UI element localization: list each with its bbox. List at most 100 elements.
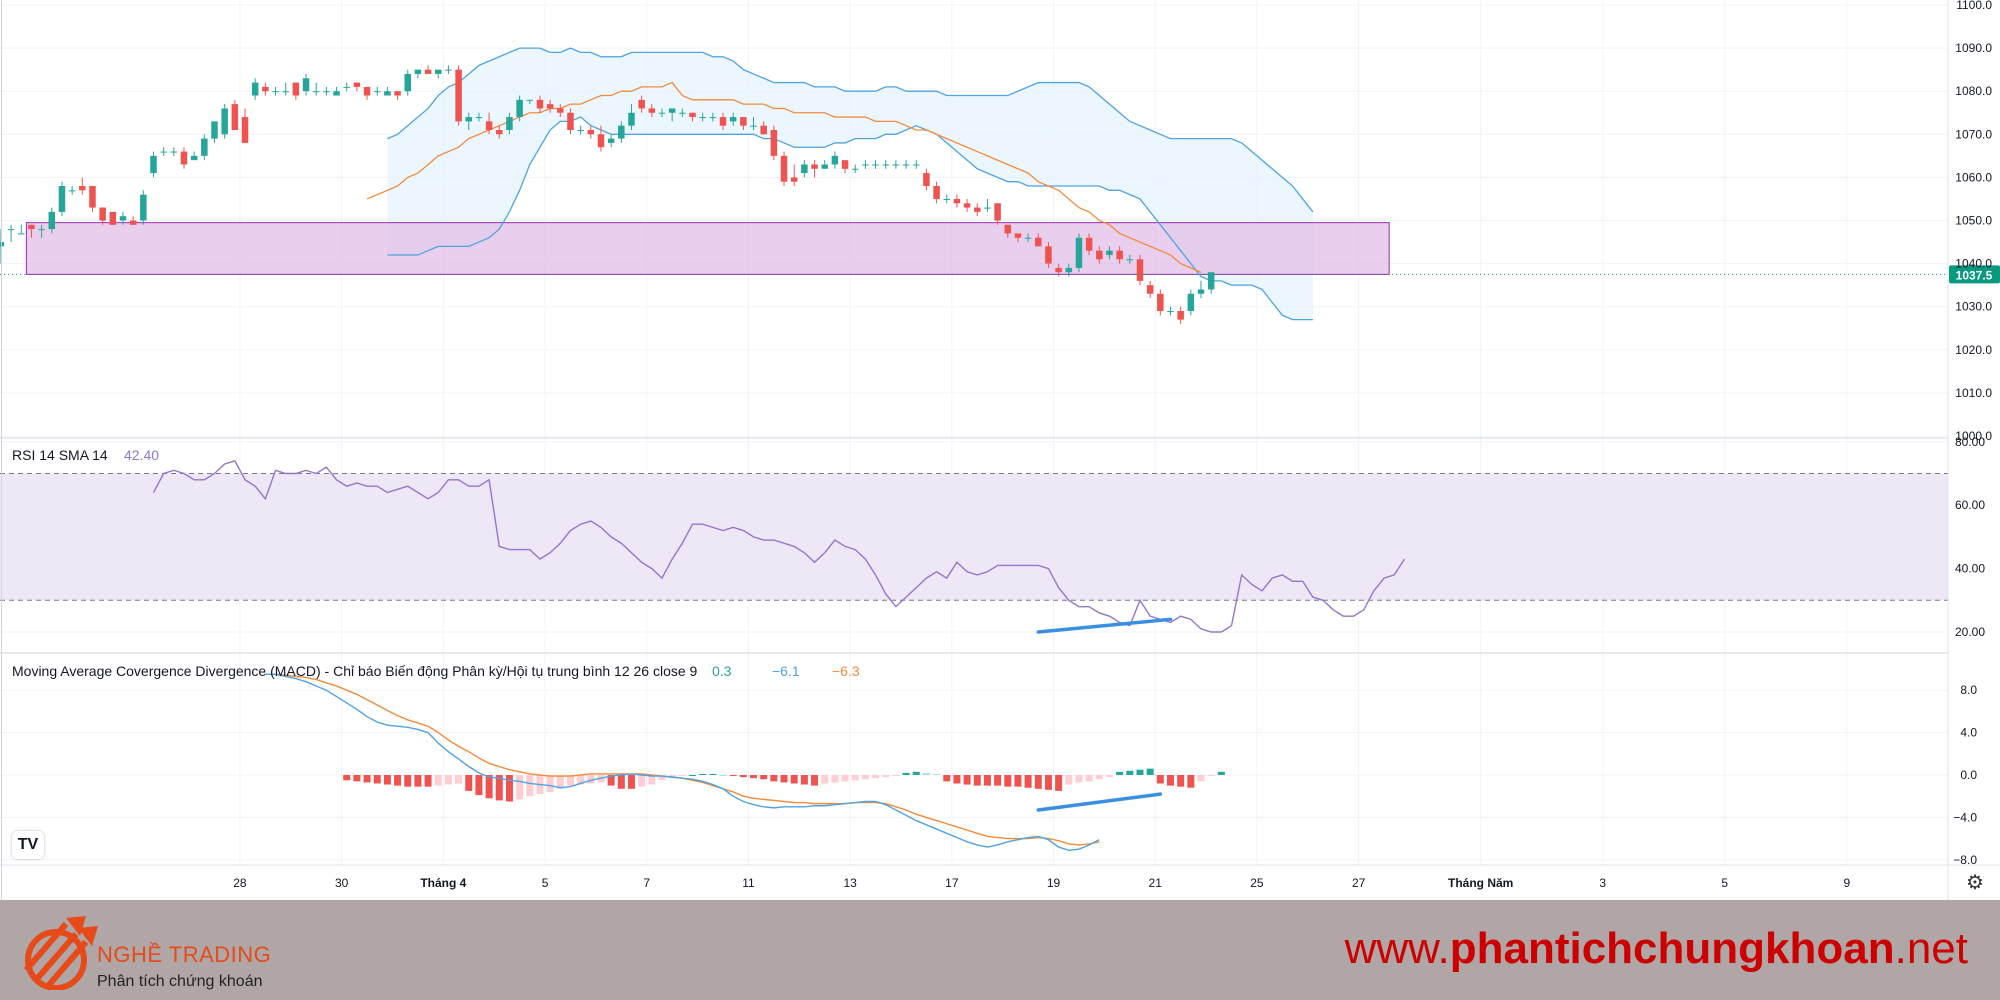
candle[interactable] — [1014, 233, 1022, 238]
candle[interactable] — [882, 164, 889, 166]
candle[interactable] — [18, 233, 25, 235]
candle[interactable] — [445, 69, 452, 71]
macd-histogram-bar[interactable] — [556, 775, 564, 789]
macd-histogram-bar[interactable] — [424, 775, 432, 787]
candle[interactable] — [160, 151, 167, 153]
candle[interactable] — [1035, 237, 1042, 247]
candle[interactable] — [1126, 259, 1134, 261]
candle[interactable] — [699, 117, 706, 119]
candle[interactable] — [923, 173, 930, 187]
candle[interactable] — [1157, 293, 1164, 312]
candle[interactable] — [1167, 311, 1174, 313]
candle[interactable] — [465, 117, 473, 122]
macd-pane[interactable] — [265, 673, 1225, 851]
candle[interactable] — [628, 112, 635, 126]
macd-histogram-bar[interactable] — [1085, 775, 1093, 782]
macd-histogram-bar[interactable] — [1146, 768, 1154, 775]
macd-histogram-bar[interactable] — [770, 775, 778, 782]
candle[interactable] — [811, 164, 818, 169]
candle[interactable] — [1197, 289, 1205, 294]
candle[interactable] — [38, 229, 45, 231]
candle[interactable] — [140, 194, 147, 221]
candle[interactable] — [709, 117, 717, 119]
candle[interactable] — [343, 86, 350, 88]
candle[interactable] — [801, 164, 808, 174]
macd-histogram-bar[interactable] — [617, 775, 625, 789]
candle[interactable] — [668, 108, 676, 113]
candle[interactable] — [99, 207, 106, 221]
candle[interactable] — [963, 203, 971, 208]
candle[interactable] — [1207, 272, 1215, 290]
candle[interactable] — [933, 186, 940, 199]
candle[interactable] — [587, 129, 595, 135]
candle[interactable] — [282, 91, 289, 93]
candle[interactable] — [750, 125, 757, 127]
macd-histogram-bar[interactable] — [658, 775, 666, 781]
candle[interactable] — [1045, 246, 1052, 264]
candle[interactable] — [79, 186, 86, 191]
macd-histogram-bar[interactable] — [994, 775, 1002, 786]
macd-histogram-bar[interactable] — [902, 772, 910, 775]
macd-histogram-bar[interactable] — [1095, 775, 1103, 780]
macd-histogram-bar[interactable] — [892, 775, 900, 777]
candle[interactable] — [516, 99, 523, 118]
candle[interactable] — [373, 91, 381, 93]
macd-histogram-bar[interactable] — [1136, 769, 1144, 775]
candle[interactable] — [150, 155, 157, 174]
macd-histogram-bar[interactable] — [1044, 775, 1052, 790]
trading-chart[interactable]: 1037.5 1000.0 1010.0 1020.0 1030.0 1040.0 1050… — [0, 0, 2000, 900]
candle[interactable] — [455, 69, 462, 122]
macd-histogram-bar[interactable] — [963, 775, 971, 785]
macd-histogram-bar[interactable] — [455, 775, 463, 784]
macd-histogram-bar[interactable] — [861, 775, 869, 780]
macd-histogram-bar[interactable] — [444, 775, 452, 785]
macd-histogram-bar[interactable] — [627, 775, 635, 789]
candle[interactable] — [719, 117, 727, 126]
macd-histogram-bar[interactable] — [912, 771, 920, 775]
candle[interactable] — [1075, 237, 1083, 268]
macd-histogram-bar[interactable] — [373, 775, 381, 784]
macd-histogram-bar[interactable] — [790, 775, 798, 784]
bollinger-lower-line[interactable] — [387, 116, 1313, 321]
candle[interactable] — [333, 91, 340, 96]
macd-histogram-bar[interactable] — [821, 775, 829, 784]
candle[interactable] — [689, 112, 696, 118]
candle[interactable] — [618, 125, 625, 139]
candle[interactable] — [353, 82, 361, 87]
candle[interactable] — [872, 164, 879, 166]
candle[interactable] — [597, 134, 605, 148]
candle[interactable] — [546, 104, 554, 109]
candle[interactable] — [994, 203, 1001, 221]
macd-histogram-bar[interactable] — [973, 775, 981, 786]
macd-histogram-bar[interactable] — [709, 773, 717, 775]
macd-histogram-bar[interactable] — [434, 775, 442, 786]
macd-line[interactable] — [265, 673, 1100, 851]
macd-histogram-bar[interactable] — [607, 775, 615, 786]
candle[interactable] — [496, 129, 503, 135]
divergence-trendline[interactable] — [1036, 617, 1173, 634]
candle[interactable] — [577, 129, 584, 131]
candle[interactable] — [475, 117, 483, 119]
candle[interactable] — [302, 78, 310, 92]
macd-histogram-bar[interactable] — [922, 772, 930, 775]
candle[interactable] — [1116, 250, 1123, 260]
candle[interactable] — [557, 108, 564, 113]
candle[interactable] — [729, 117, 737, 122]
candle[interactable] — [780, 155, 788, 182]
macd-histogram-bar[interactable] — [526, 775, 534, 797]
candle[interactable] — [323, 91, 330, 93]
macd-histogram-bar[interactable] — [1024, 775, 1032, 788]
macd-histogram-bar[interactable] — [638, 775, 646, 787]
candle[interactable] — [363, 86, 371, 96]
macd-histogram-bar[interactable] — [739, 775, 747, 778]
candle[interactable] — [170, 151, 178, 153]
candle[interactable] — [536, 99, 544, 109]
candle[interactable] — [740, 117, 747, 126]
macd-histogram-bar[interactable] — [587, 775, 595, 784]
candle[interactable] — [679, 112, 686, 114]
macd-histogram-bar[interactable] — [831, 775, 839, 783]
candle[interactable] — [231, 104, 239, 130]
macd-histogram-bar[interactable] — [465, 775, 473, 791]
macd-histogram-bar[interactable] — [343, 775, 351, 781]
candle[interactable] — [974, 207, 981, 212]
